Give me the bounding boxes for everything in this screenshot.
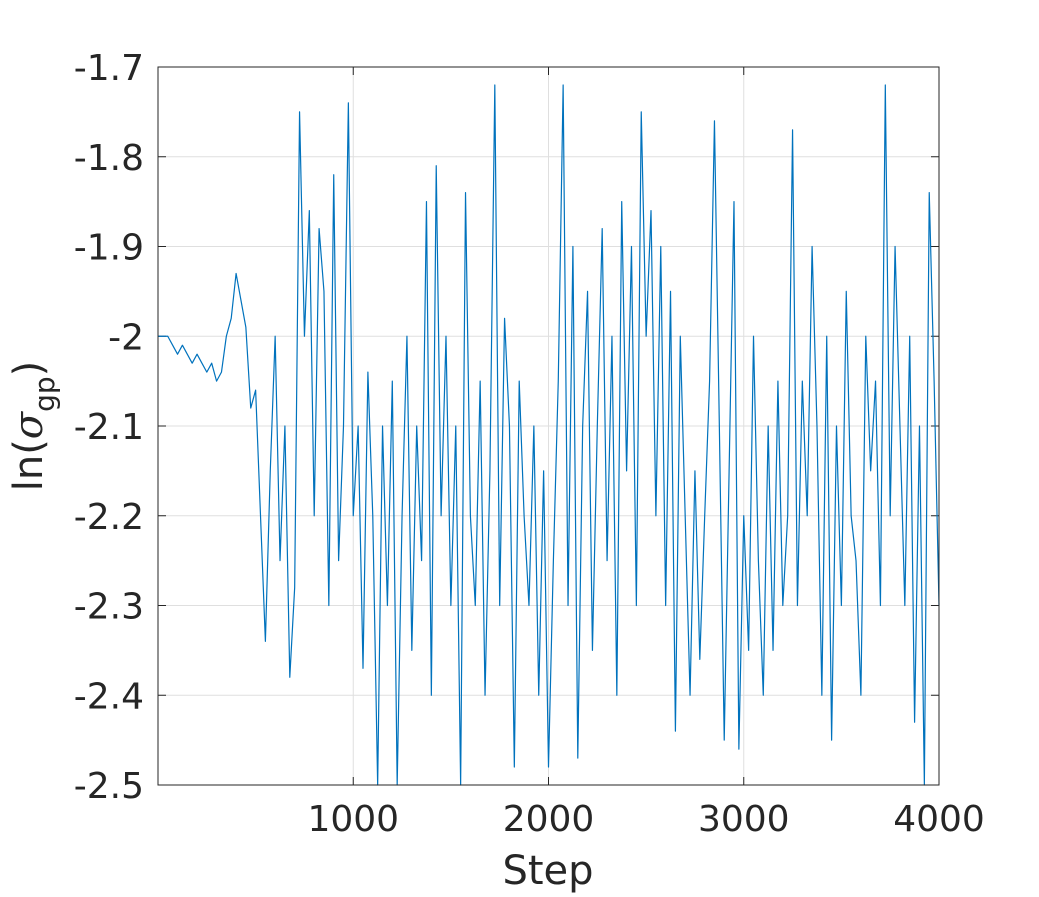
y-axis-label-part: gp (28, 376, 61, 412)
y-axis-label-part: σ (6, 410, 52, 439)
trace-line (158, 84, 940, 786)
y-tick-label: -1.8 (74, 138, 144, 179)
y-axis-label: ln(σgp) (6, 361, 61, 492)
x-axis-label: Step (502, 848, 593, 893)
y-tick-label: -2.3 (74, 587, 144, 628)
y-tick-label: -1.7 (74, 48, 144, 89)
y-tick-label: -2.1 (74, 407, 144, 448)
x-tick-label: 1000 (307, 799, 399, 840)
y-tick-label: -2.5 (74, 766, 144, 807)
axes-box (157, 66, 940, 786)
x-tick-label: 4000 (893, 799, 985, 840)
y-tick-label: -2.2 (74, 497, 144, 538)
y-tick-label: -1.9 (74, 228, 144, 269)
x-tick-label: 3000 (698, 799, 790, 840)
y-axis-label-part: ln( (6, 439, 52, 491)
y-axis-label-part: ) (6, 361, 52, 377)
y-tick-label: -2.4 (74, 676, 144, 717)
x-tick-label: 2000 (503, 799, 595, 840)
y-tick-label: -2 (108, 317, 144, 358)
